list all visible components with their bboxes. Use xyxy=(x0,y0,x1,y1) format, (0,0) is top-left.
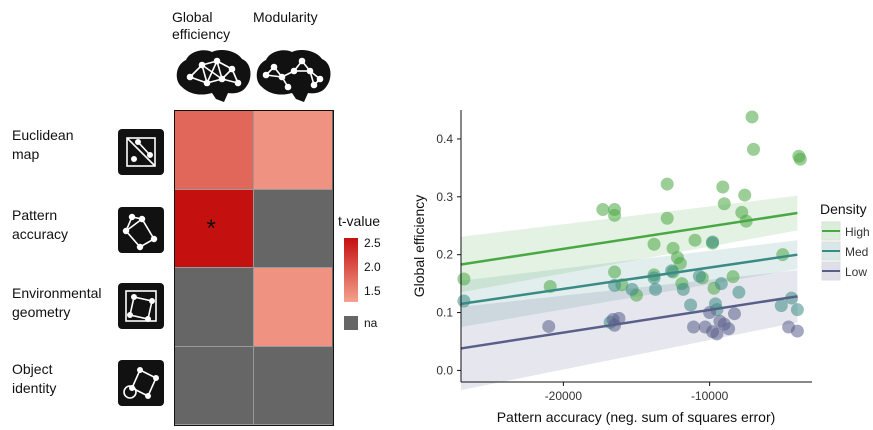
data-point xyxy=(793,152,807,166)
y-axis-title: Global efficiency xyxy=(411,195,427,297)
legend-label: High xyxy=(845,225,870,239)
regression-line xyxy=(460,211,798,266)
y-tick-label: 0.1 xyxy=(436,306,453,320)
column-label-global-efficiency: Global efficiency xyxy=(172,9,231,42)
data-point xyxy=(660,211,674,225)
data-point xyxy=(625,282,639,296)
data-point xyxy=(716,180,730,194)
data-point xyxy=(647,237,661,251)
data-point xyxy=(608,265,622,279)
data-point xyxy=(722,322,736,336)
data-point xyxy=(706,235,720,249)
network-square-rotated-icon xyxy=(118,283,164,329)
data-point xyxy=(688,233,702,247)
data-point xyxy=(710,327,724,341)
data-point xyxy=(676,282,690,296)
data-point xyxy=(665,264,679,278)
heatmap-cell xyxy=(175,268,254,347)
significance-marker: * xyxy=(206,214,216,242)
colorbar-tick-label: 1.5 xyxy=(364,284,381,298)
data-point xyxy=(684,298,698,312)
y-tick-label: 0.4 xyxy=(436,132,453,146)
data-point xyxy=(732,285,746,299)
colorbar xyxy=(344,238,358,302)
brain-network-icon xyxy=(176,50,251,102)
row-label-environmental-geometry: Environmental geometry xyxy=(12,285,102,320)
y-tick-label: 0.2 xyxy=(436,248,453,262)
heatmap-cell xyxy=(254,268,332,347)
row-label-object-identity: Object identity xyxy=(12,361,57,396)
data-point xyxy=(727,307,741,321)
legend-label: Low xyxy=(845,265,867,279)
legend-label: Med xyxy=(845,245,868,259)
y-tick-label: 0.0 xyxy=(436,363,453,377)
heatmap-cell xyxy=(175,111,254,190)
x-tick-label: -20000 xyxy=(545,389,583,403)
data-point xyxy=(738,188,752,202)
data-point xyxy=(542,319,556,333)
row-label-euclidean-map: Euclidean map xyxy=(12,127,74,162)
legend-title: Density xyxy=(820,201,867,217)
data-point xyxy=(649,282,663,296)
data-point xyxy=(647,271,661,285)
data-point xyxy=(457,272,471,286)
colorbar-title: t-value xyxy=(338,213,381,229)
data-point xyxy=(687,320,701,334)
network-square-icon xyxy=(118,129,164,175)
heatmap-cell xyxy=(254,189,332,268)
scatter-plot: 0.0 0.1 0.2 0.3 0.4 -20000 -10000 Pattern accu… xyxy=(411,110,870,425)
data-point xyxy=(747,142,760,156)
data-point xyxy=(776,248,790,262)
data-point xyxy=(457,294,471,308)
network-objects-icon xyxy=(118,360,164,406)
network-diamond-icon xyxy=(118,207,164,253)
colorbar-tick-label: 2.0 xyxy=(364,260,381,274)
data-point xyxy=(608,208,622,222)
x-tick-label: -10000 xyxy=(691,389,729,403)
x-axis-title: Pattern accuracy (neg. sum of squares er… xyxy=(497,409,776,425)
data-point xyxy=(790,303,804,317)
data-point xyxy=(790,324,804,338)
data-point xyxy=(596,203,610,217)
confidence-band xyxy=(461,195,798,293)
data-point xyxy=(774,299,788,313)
regression-line xyxy=(460,295,798,350)
row-label-pattern-accuracy: Pattern accuracy xyxy=(12,207,69,242)
regression-line xyxy=(460,253,798,306)
y-tick-label: 0.3 xyxy=(436,190,453,204)
data-point xyxy=(692,269,706,283)
heatmap-grid: * xyxy=(174,110,334,426)
data-point xyxy=(714,277,728,291)
heatmap-cell xyxy=(254,111,332,190)
data-point xyxy=(673,256,687,270)
na-label: na xyxy=(364,316,378,330)
data-point xyxy=(726,270,740,284)
data-point xyxy=(660,177,674,191)
heatmap-cell xyxy=(175,346,254,425)
heatmap-cell xyxy=(254,346,332,425)
data-point xyxy=(745,110,759,124)
heatmap-cell xyxy=(175,189,254,268)
colorbar-tick-label: 2.5 xyxy=(364,236,381,250)
brain-modules-icon xyxy=(256,50,331,102)
na-swatch xyxy=(344,316,358,330)
data-point xyxy=(717,197,731,211)
column-label-modularity: Modularity xyxy=(253,9,318,25)
